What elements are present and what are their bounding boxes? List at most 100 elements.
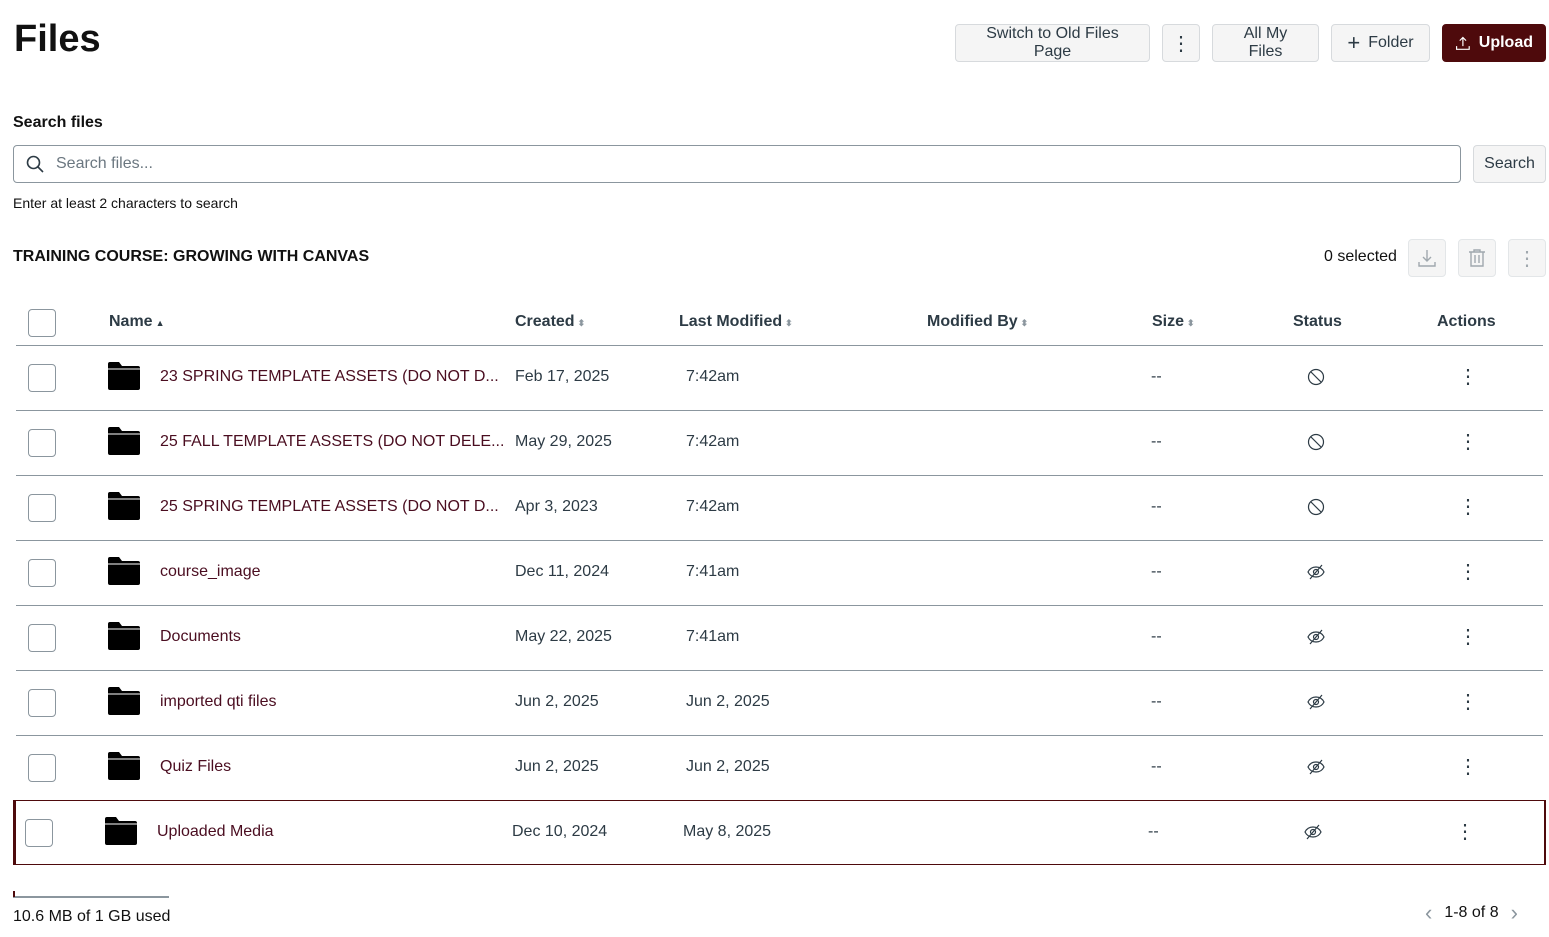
bulk-actions-button[interactable]: ⋮ [1508, 239, 1546, 277]
created-date: Feb 17, 2025 [515, 368, 610, 385]
table-row[interactable]: 25 FALL TEMPLATE ASSETS (DO NOT DELE... … [16, 411, 1543, 476]
folder-icon [108, 557, 140, 585]
kebab-icon: ⋮ [1171, 32, 1191, 55]
size: -- [1151, 433, 1162, 450]
folder-name-link[interactable]: course_image [160, 563, 261, 580]
all-files-label: All My Files [1243, 25, 1288, 60]
course-title: TRAINING COURSE: GROWING WITH CANVAS [13, 248, 370, 265]
column-name[interactable]: Name ▲ [109, 313, 165, 331]
created-date: May 22, 2025 [515, 628, 612, 645]
delete-button[interactable] [1458, 239, 1496, 277]
folder-name-link[interactable]: Documents [160, 628, 241, 645]
pagination-text: 1-8 of 8 [1444, 904, 1499, 921]
modified-date: Jun 2, 2025 [686, 758, 770, 775]
sort-icon: ⬍ [577, 318, 586, 328]
folder-name-link[interactable]: 25 FALL TEMPLATE ASSETS (DO NOT DELE... [160, 433, 505, 450]
selected-count: 0 selected [1324, 248, 1397, 265]
folder-icon [108, 492, 140, 520]
upload-button[interactable]: Upload [1442, 24, 1546, 62]
modified-date: 7:42am [686, 433, 740, 450]
row-checkbox[interactable] [28, 364, 56, 392]
upload-icon [1455, 36, 1470, 50]
column-size[interactable]: Size ⬍ [1152, 313, 1195, 331]
folder-label: Folder [1368, 34, 1414, 51]
search-button-label: Search [1484, 155, 1535, 172]
folder-icon [108, 362, 140, 390]
search-icon [26, 155, 44, 173]
row-actions-button[interactable]: ⋮ [1458, 689, 1478, 714]
search-button[interactable]: Search [1473, 145, 1546, 183]
row-actions-button[interactable]: ⋮ [1455, 819, 1475, 844]
unpublished-icon[interactable] [1307, 498, 1325, 521]
created-date: Jun 2, 2025 [515, 693, 599, 710]
hidden-eye-icon[interactable] [1307, 758, 1325, 781]
kebab-icon: ⋮ [1458, 756, 1478, 778]
select-all-checkbox[interactable] [28, 309, 56, 337]
modified-date: May 8, 2025 [683, 823, 772, 840]
row-checkbox[interactable] [28, 429, 56, 457]
next-page-button[interactable]: › [1510, 900, 1518, 925]
row-checkbox[interactable] [28, 624, 56, 652]
folder-icon [105, 817, 137, 845]
column-last-modified[interactable]: Last Modified ⬍ [679, 313, 793, 331]
unpublished-icon[interactable] [1307, 368, 1325, 391]
kebab-icon: ⋮ [1458, 626, 1478, 648]
search-input[interactable] [54, 154, 1460, 174]
folder-name-link[interactable]: imported qti files [160, 693, 277, 710]
row-checkbox[interactable] [28, 754, 56, 782]
prev-page-button[interactable]: ‹ [1425, 900, 1433, 925]
table-row[interactable]: 25 SPRING TEMPLATE ASSETS (DO NOT D... A… [16, 476, 1543, 541]
folder-icon [108, 752, 140, 780]
hidden-eye-icon[interactable] [1307, 693, 1325, 716]
table-row[interactable]: 23 SPRING TEMPLATE ASSETS (DO NOT D... F… [16, 346, 1543, 411]
kebab-icon: ⋮ [1458, 431, 1478, 453]
folder-name-link[interactable]: Uploaded Media [157, 823, 274, 840]
column-modified-by[interactable]: Modified By ⬍ [927, 313, 1028, 331]
row-actions-button[interactable]: ⋮ [1458, 559, 1478, 584]
modified-date: 7:41am [686, 563, 740, 580]
size: -- [1148, 823, 1159, 840]
created-date: Dec 10, 2024 [512, 823, 608, 840]
more-options-button[interactable]: ⋮ [1162, 24, 1200, 62]
row-checkbox[interactable] [28, 559, 56, 587]
column-created[interactable]: Created ⬍ [515, 313, 585, 331]
search-field[interactable] [13, 145, 1461, 183]
folder-name-link[interactable]: Quiz Files [160, 758, 232, 775]
row-checkbox[interactable] [28, 689, 56, 717]
hidden-eye-icon[interactable] [1307, 628, 1325, 651]
row-actions-button[interactable]: ⋮ [1458, 364, 1478, 389]
storage-usage-text: 10.6 MB of 1 GB used [13, 908, 171, 925]
size: -- [1151, 563, 1162, 580]
size: -- [1151, 628, 1162, 645]
search-label: Search files [13, 114, 103, 131]
row-actions-button[interactable]: ⋮ [1458, 429, 1478, 454]
sort-icon: ⬍ [1187, 318, 1195, 328]
column-status: Status [1293, 313, 1342, 330]
row-actions-button[interactable]: ⋮ [1458, 494, 1478, 519]
storage-usage-fill [13, 891, 15, 897]
switch-old-files-button[interactable]: Switch to Old Files Page [955, 24, 1150, 62]
table-row[interactable]: course_image Dec 11, 2024 7:41am -- ⋮ [16, 541, 1543, 606]
column-label: Last Modified [679, 313, 783, 330]
column-actions: Actions [1437, 313, 1496, 330]
table-row[interactable]: Uploaded Media Dec 10, 2024 May 8, 2025 … [13, 800, 1546, 865]
table-row[interactable]: Quiz Files Jun 2, 2025 Jun 2, 2025 -- ⋮ [16, 736, 1543, 801]
table-row[interactable]: imported qti files Jun 2, 2025 Jun 2, 20… [16, 671, 1543, 736]
add-folder-button[interactable]: + Folder [1331, 24, 1430, 62]
folder-name-link[interactable]: 23 SPRING TEMPLATE ASSETS (DO NOT D... [160, 368, 499, 385]
table-row[interactable]: Documents May 22, 2025 7:41am -- ⋮ [16, 606, 1543, 671]
folder-name-link[interactable]: 25 SPRING TEMPLATE ASSETS (DO NOT D... [160, 498, 499, 515]
row-checkbox[interactable] [25, 819, 53, 847]
row-actions-button[interactable]: ⋮ [1458, 754, 1478, 779]
created-date: Jun 2, 2025 [515, 758, 599, 775]
pagination: ‹ 1-8 of 8 › [1425, 900, 1518, 926]
upload-label: Upload [1478, 34, 1533, 51]
hidden-eye-icon[interactable] [1304, 823, 1322, 846]
all-my-files-button[interactable]: All My Files [1212, 24, 1319, 62]
download-button[interactable] [1408, 239, 1446, 277]
column-label: Size [1152, 313, 1185, 330]
row-checkbox[interactable] [28, 494, 56, 522]
row-actions-button[interactable]: ⋮ [1458, 624, 1478, 649]
hidden-eye-icon[interactable] [1307, 563, 1325, 586]
unpublished-icon[interactable] [1307, 433, 1325, 456]
